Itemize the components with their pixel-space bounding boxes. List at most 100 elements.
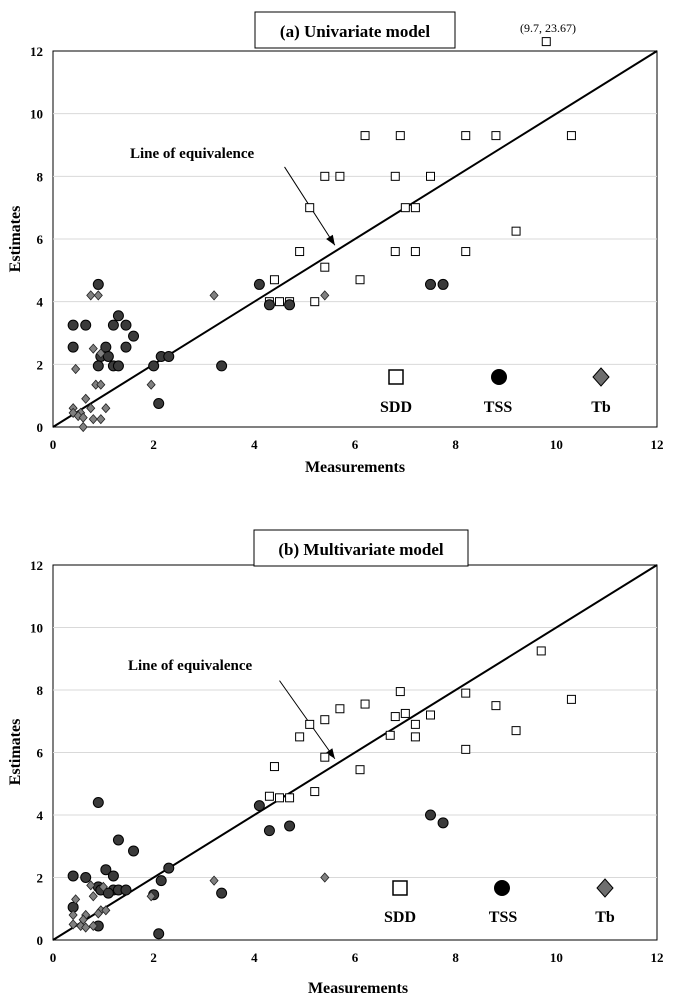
y-tick-label: 0 bbox=[37, 420, 44, 435]
tss-point bbox=[112, 310, 124, 322]
y-tick-label: 0 bbox=[37, 933, 44, 948]
tb-point bbox=[71, 363, 81, 375]
sdd-point bbox=[275, 793, 284, 803]
y-axis-title: Estimates bbox=[7, 719, 24, 786]
data-points bbox=[67, 37, 576, 433]
x-tick-label: 12 bbox=[651, 437, 664, 452]
tss-point bbox=[80, 872, 92, 883]
sdd-point bbox=[400, 203, 410, 213]
tss-point bbox=[155, 875, 167, 887]
sdd-point bbox=[264, 791, 274, 801]
sdd-point bbox=[426, 710, 435, 720]
tss-point bbox=[253, 800, 265, 812]
sdd-point bbox=[410, 247, 420, 257]
legend: SDD TSS Tb bbox=[384, 878, 615, 926]
annotation-arrowhead bbox=[326, 234, 335, 246]
tb-point bbox=[88, 920, 98, 932]
tss-point bbox=[437, 278, 449, 290]
sdd-point bbox=[295, 247, 305, 257]
legend-tss-label: TSS bbox=[484, 399, 513, 416]
tb-point bbox=[146, 891, 156, 902]
tb-point bbox=[96, 414, 106, 425]
tb-point bbox=[320, 290, 330, 301]
sdd-point bbox=[410, 203, 420, 213]
sdd-point bbox=[269, 275, 279, 285]
x-axis-title: Measurements bbox=[305, 459, 405, 476]
tss-point bbox=[128, 845, 140, 857]
y-tick-label: 2 bbox=[37, 357, 44, 372]
tss-point bbox=[263, 825, 275, 837]
sdd-point bbox=[461, 131, 471, 141]
tss-point bbox=[92, 797, 104, 808]
x-tick-label: 12 bbox=[651, 950, 664, 965]
sdd-point bbox=[269, 762, 279, 772]
y-tick-label: 10 bbox=[30, 621, 43, 636]
x-tick-label: 0 bbox=[50, 437, 57, 452]
sdd-point bbox=[491, 131, 501, 141]
x-tick-label: 6 bbox=[352, 437, 359, 452]
tb-point bbox=[93, 908, 103, 919]
y-axis-tick-labels: 0 2 4 6 8 10 12 bbox=[30, 44, 44, 435]
tss-point bbox=[153, 398, 165, 409]
tss-point bbox=[216, 360, 228, 372]
legend-tb-marker bbox=[596, 878, 614, 898]
legend-sdd-label: SDD bbox=[384, 909, 416, 926]
tss-point bbox=[153, 928, 165, 940]
sdd-point bbox=[295, 732, 305, 742]
tb-point bbox=[98, 881, 108, 892]
y-tick-label: 6 bbox=[37, 232, 44, 247]
sdd-point bbox=[355, 275, 365, 285]
y-tick-label: 12 bbox=[30, 44, 43, 59]
legend-tb-label: Tb bbox=[591, 399, 611, 416]
sdd-point bbox=[285, 793, 295, 803]
tb-point bbox=[86, 880, 96, 891]
tss-point bbox=[148, 360, 160, 372]
panel-b-multivariate: 0 2 4 6 8 10 12 0 2 4 6 8 10 12 (b) Multivariate mod… bbox=[7, 529, 664, 997]
line-of-equivalence-label: Line of equivalence bbox=[128, 658, 253, 674]
tb-point bbox=[88, 343, 98, 354]
tss-point bbox=[163, 351, 175, 362]
legend: SDD TSS Tb bbox=[380, 367, 611, 416]
sdd-point bbox=[566, 131, 576, 141]
legend-sdd-marker bbox=[392, 880, 408, 896]
tss-point bbox=[112, 360, 124, 372]
tb-point bbox=[209, 290, 219, 301]
tss-point bbox=[107, 319, 119, 331]
x-tick-label: 10 bbox=[550, 950, 563, 965]
tss-point bbox=[425, 809, 436, 821]
x-tick-label: 4 bbox=[251, 950, 258, 965]
sdd-point bbox=[541, 37, 551, 47]
sdd-point bbox=[320, 171, 330, 181]
sdd-point bbox=[390, 712, 400, 722]
y-tick-label: 8 bbox=[37, 169, 44, 184]
sdd-point bbox=[310, 297, 320, 307]
x-tick-label: 8 bbox=[452, 437, 459, 452]
sdd-point bbox=[461, 247, 471, 257]
tb-point bbox=[86, 403, 96, 414]
tb-point bbox=[81, 393, 91, 404]
sdd-point bbox=[395, 687, 405, 697]
panel-a-univariate: 0 2 4 6 8 10 12 0 2 4 6 8 10 12 (a) Univariate model… bbox=[7, 11, 664, 476]
tb-point bbox=[68, 919, 78, 930]
tss-point bbox=[92, 278, 104, 290]
sdd-point bbox=[305, 203, 315, 213]
tb-point bbox=[71, 894, 81, 905]
sdd-point bbox=[566, 694, 576, 704]
legend-tss-label: TSS bbox=[489, 909, 518, 926]
tb-point bbox=[209, 875, 219, 886]
tss-point bbox=[263, 299, 275, 311]
tss-point bbox=[120, 341, 132, 353]
sdd-point bbox=[320, 715, 330, 725]
tss-point bbox=[80, 319, 92, 331]
sdd-point bbox=[426, 171, 435, 181]
outlier-annotation: (9.7, 23.67) bbox=[520, 21, 576, 35]
annotation-arrow bbox=[279, 680, 336, 760]
tss-point bbox=[120, 319, 132, 331]
data-points bbox=[67, 646, 576, 940]
legend-tss-marker bbox=[494, 880, 510, 896]
sdd-point bbox=[410, 719, 420, 729]
legend-tss-marker bbox=[491, 369, 507, 385]
tb-point bbox=[96, 379, 106, 390]
sdd-point bbox=[390, 171, 400, 181]
